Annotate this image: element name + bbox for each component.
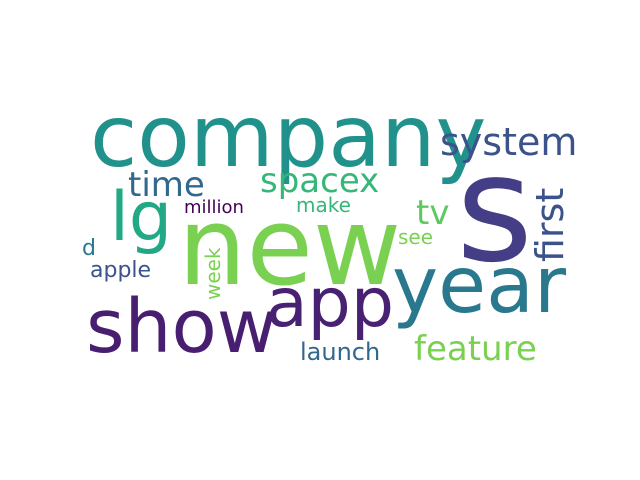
word-time: time xyxy=(128,165,205,205)
word-year: year xyxy=(392,241,567,331)
word-see: see xyxy=(398,225,433,249)
word-million: million xyxy=(184,197,244,218)
word-spacex: spacex xyxy=(260,161,379,201)
word-d: d xyxy=(82,236,96,261)
word-new: new xyxy=(178,185,401,310)
word-apple: apple xyxy=(90,258,151,283)
word-launch: launch xyxy=(300,338,380,366)
word-app: app xyxy=(266,264,394,343)
word-lg: lg xyxy=(110,178,172,257)
word-system: system xyxy=(440,120,577,164)
word-week: week xyxy=(201,247,225,300)
word-company: company xyxy=(90,87,486,187)
word-first: first xyxy=(528,188,572,262)
word-feature: feature xyxy=(414,329,537,369)
word-show: show xyxy=(86,284,277,370)
word-make: make xyxy=(296,193,351,217)
word-s: s xyxy=(456,123,533,295)
word-tv: tv xyxy=(416,193,449,233)
